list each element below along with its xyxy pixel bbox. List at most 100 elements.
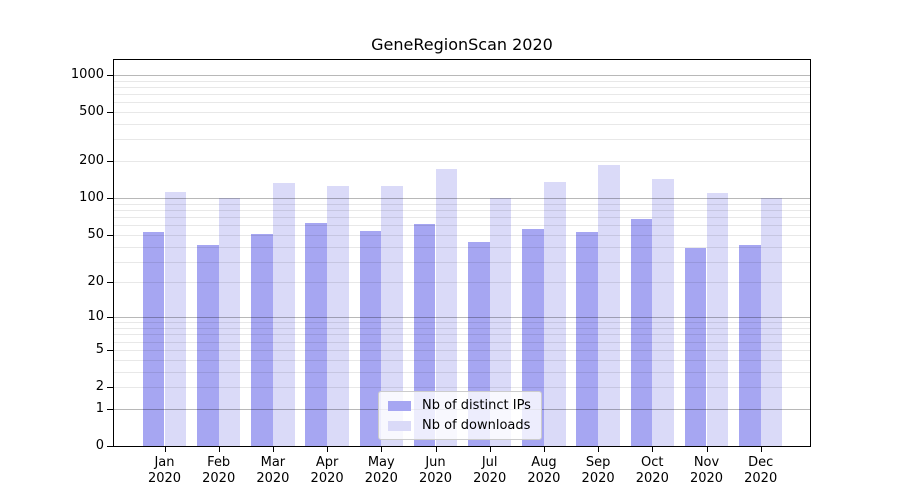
x-tick-month: Jul [481,455,498,470]
minor-gridline [114,86,810,88]
x-tick-month: Apr [315,455,339,470]
y-tick-mark [107,112,113,113]
legend-row-distinct-ips: Nb of distinct IPs [388,398,531,413]
x-tick-label: Mar 2020 [245,455,301,487]
minor-gridline [114,209,810,211]
y-tick-label: 0 [95,438,104,453]
plot-area: GeneRegionScan 2020 Nb of distinct IPs N… [71,36,811,486]
y-tick-label: 2 [95,379,104,394]
x-tick-mark [218,447,220,452]
x-tick-label: Nov 2020 [679,455,735,487]
x-tick-year: 2020 [473,471,507,486]
x-tick-label: May 2020 [353,455,409,487]
bar-downloads-oct [652,178,675,446]
minor-gridline [114,124,810,125]
minor-gridline [114,334,810,336]
bar-distinct-ips-jun [413,224,436,446]
x-tick-month: Dec [748,455,774,470]
y-tick-label: 10 [87,309,104,325]
x-tick-mark [327,447,329,452]
minor-gridline [114,387,810,388]
x-tick-mark [381,447,383,452]
x-tick-label: Oct 2020 [624,455,680,487]
legend-row-downloads: Nb of downloads [388,418,531,433]
y-tick-label: 500 [79,104,104,119]
x-tick-year: 2020 [581,471,615,486]
x-tick-month: Mar [260,455,286,470]
x-tick-year: 2020 [635,471,669,486]
x-tick-mark [760,447,762,452]
x-tick-year: 2020 [689,471,724,486]
x-tick-year: 2020 [364,471,398,486]
x-tick-label: Dec 2020 [733,455,789,487]
minor-gridline [114,234,810,236]
x-tick-label: Jul 2020 [462,455,518,487]
x-tick-mark [598,447,600,452]
x-tick-mark [489,447,491,452]
y-tick-mark [107,446,113,447]
legend: Nb of distinct IPs Nb of downloads [378,391,542,440]
bar-downloads-jan [164,191,187,446]
bar-downloads-may [381,185,404,446]
minor-gridline [114,322,810,324]
bar-distinct-ips-jan [142,231,165,446]
x-tick-month: Feb [207,455,231,470]
x-tick-mark [543,447,545,452]
bar-downloads-aug [543,182,566,446]
minor-gridline [114,225,810,227]
y-tick-label: 1 [95,400,104,416]
x-tick-mark [652,447,654,452]
bar-distinct-ips-apr [305,223,328,446]
bar-downloads-dec [760,197,783,446]
x-tick-label: Jun 2020 [408,455,464,487]
x-tick-year: 2020 [202,471,236,486]
minor-gridline [114,203,810,205]
minor-gridline [114,217,810,218]
bar-distinct-ips-feb [196,245,219,446]
bar-downloads-sep [598,165,620,446]
bar-downloads-jun [435,168,458,446]
bar-distinct-ips-dec [738,245,761,446]
bar-downloads-apr [327,185,349,446]
legend-label-downloads: Nb of downloads [422,418,531,433]
bar-downloads-jul [489,197,512,446]
bar-distinct-ips-mar [251,233,273,446]
x-tick-label: Sep 2020 [570,455,626,487]
y-tick-label: 1000 [70,66,104,82]
minor-gridline [114,161,810,163]
bar-downloads-nov [706,192,729,446]
bar-distinct-ips-sep [576,231,599,446]
minor-gridline [114,371,810,373]
y-tick-label: 200 [79,153,104,169]
y-tick-mark [107,408,113,410]
x-tick-mark [435,447,437,452]
x-tick-month: Sep [585,455,611,470]
minor-gridline [114,328,810,329]
minor-gridline [114,359,810,361]
bar-downloads-mar [272,182,295,446]
legend-swatch-downloads [388,420,411,431]
y-tick-label: 100 [79,190,104,206]
chart-title: GeneRegionScan 2020 [371,35,553,54]
x-tick-mark [272,447,274,452]
x-tick-label: Aug 2020 [516,455,572,487]
y-tick-mark [107,317,113,319]
minor-gridline [114,102,810,104]
x-tick-label: Feb 2020 [191,455,247,487]
x-tick-year: 2020 [744,471,778,486]
y-tick-mark [107,387,113,388]
minor-gridline [114,112,810,113]
legend-label-distinct-ips: Nb of distinct IPs [422,398,531,413]
minor-gridline [114,261,810,263]
x-tick-month: Aug [531,455,557,470]
bar-downloads-feb [218,197,241,446]
x-tick-month: Oct [641,455,664,470]
y-tick-mark [107,198,113,200]
y-tick-mark [107,74,113,76]
major-gridline [114,74,810,76]
y-tick-label: 50 [87,226,104,242]
minor-gridline [114,246,810,248]
minor-gridline [114,80,810,82]
x-tick-year: 2020 [310,471,344,486]
